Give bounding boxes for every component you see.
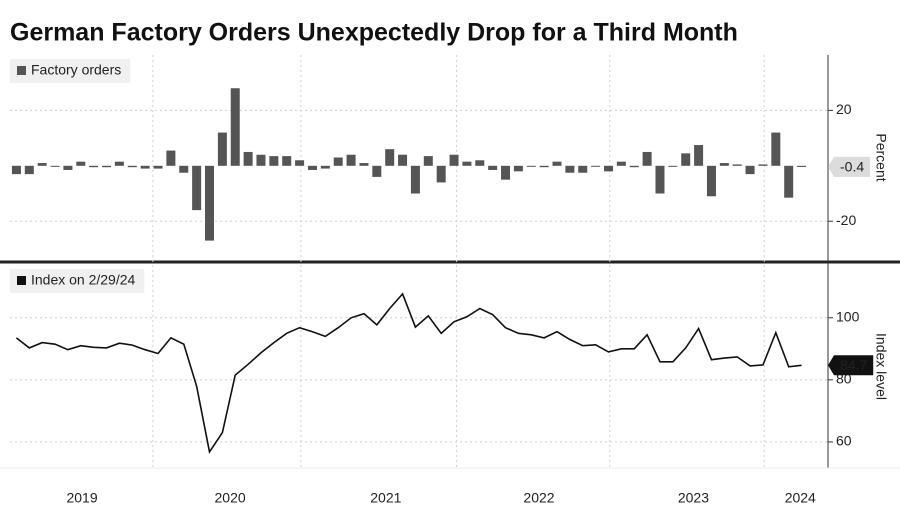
- bar: [37, 163, 47, 166]
- bar: [578, 165, 588, 173]
- bar: [102, 165, 112, 168]
- x-tick-label: 2021: [370, 490, 401, 506]
- bar: [333, 157, 343, 166]
- bar: [320, 165, 330, 169]
- bar: [205, 165, 214, 241]
- bar: [565, 165, 575, 173]
- bar: [475, 160, 485, 166]
- bar: [11, 165, 21, 175]
- bar: [513, 165, 523, 172]
- bar: [385, 149, 395, 166]
- legend-label: Index on 2/29/24: [31, 272, 136, 288]
- bar: [166, 150, 176, 166]
- bar: [423, 156, 433, 166]
- bar: [63, 165, 73, 170]
- bar: [694, 145, 704, 166]
- bar: [346, 154, 356, 166]
- bar: [282, 156, 292, 166]
- bar: [732, 164, 742, 166]
- bar: [745, 165, 755, 175]
- bar: [179, 165, 189, 173]
- chart-title: German Factory Orders Unexpectedly Drop …: [10, 19, 738, 47]
- bar: [50, 165, 60, 167]
- x-tick-label: 2023: [678, 490, 709, 506]
- x-tick-label: 2019: [66, 490, 97, 506]
- bar: [604, 165, 613, 172]
- bar: [359, 163, 369, 166]
- bar: [539, 165, 549, 168]
- x-tick-label: 2020: [215, 490, 246, 506]
- bar: [243, 151, 253, 166]
- last-value-badge: -0.4: [828, 156, 871, 177]
- bar: [76, 161, 86, 166]
- bar: [269, 156, 279, 166]
- y-axis-label: Percent: [873, 133, 889, 181]
- bar: [758, 164, 768, 166]
- bar: [127, 165, 137, 168]
- legend-box: [10, 269, 145, 293]
- bar: [591, 165, 601, 167]
- bar: [706, 165, 716, 197]
- bar: [784, 165, 794, 198]
- bar: [449, 154, 459, 166]
- legend-box: [10, 59, 131, 83]
- x-tick-label: 2022: [523, 490, 554, 506]
- bar: [771, 132, 781, 166]
- y-tick-label: -20: [836, 212, 856, 228]
- y-tick-label: 60: [836, 433, 852, 449]
- bar: [307, 165, 317, 170]
- bar: [295, 160, 305, 166]
- legend-label: Factory orders: [31, 62, 121, 78]
- bar: [681, 153, 691, 166]
- line: [15, 292, 802, 454]
- legend: Index on 2/29/24: [10, 269, 145, 293]
- bar: [526, 165, 536, 167]
- last-value-label: -0.4: [840, 159, 864, 175]
- bar: [668, 165, 678, 167]
- badge-shape: [828, 156, 871, 177]
- x-tick-label: 2024: [785, 490, 816, 506]
- bar: [501, 165, 511, 180]
- bar: [719, 163, 729, 166]
- bar: [410, 165, 420, 194]
- last-value-badge: 84.7: [828, 355, 874, 376]
- bar: [552, 161, 562, 166]
- y-tick-label: 20: [836, 101, 852, 117]
- y-axis-label: Index level: [873, 333, 889, 400]
- bar: [655, 165, 665, 194]
- legend-swatch: [17, 66, 26, 75]
- bar: [114, 161, 124, 166]
- bar: [797, 165, 807, 167]
- legend-swatch: [17, 276, 26, 285]
- bar: [256, 154, 266, 166]
- bar: [24, 165, 34, 175]
- bar: [488, 165, 498, 170]
- bar: [217, 132, 227, 166]
- bar: [372, 165, 382, 177]
- bar: [436, 165, 446, 183]
- bar: [398, 154, 408, 166]
- bar: [153, 165, 163, 169]
- bar: [462, 161, 472, 166]
- bar: [629, 165, 639, 168]
- bar: [89, 165, 99, 168]
- bar: [140, 165, 150, 169]
- badge-shape: [828, 355, 874, 376]
- last-value-label: 84.7: [840, 357, 867, 373]
- legend: Factory orders: [10, 59, 131, 83]
- bar: [192, 165, 202, 211]
- y-tick-label: 100: [836, 308, 860, 324]
- bar: [642, 151, 652, 166]
- bar: [616, 161, 626, 166]
- bar: [230, 88, 240, 166]
